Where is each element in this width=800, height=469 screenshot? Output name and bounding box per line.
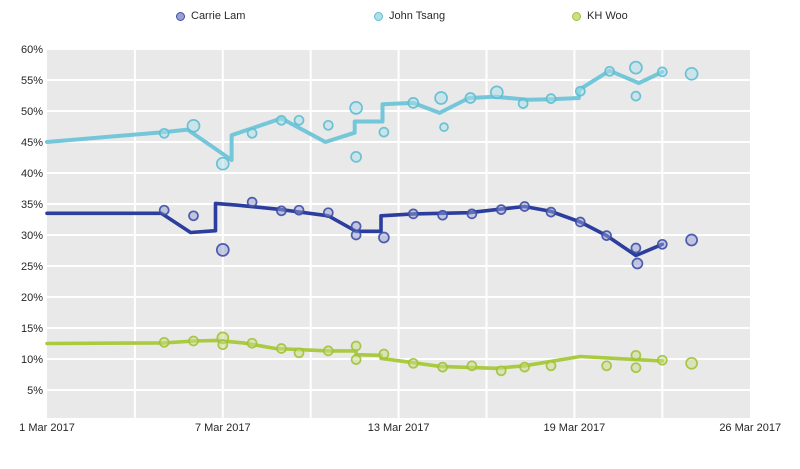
- poll-point-kh-woo[interactable]: [407, 357, 419, 369]
- poll-point-carrie-lam[interactable]: [276, 205, 287, 217]
- poll-point-john-tsang[interactable]: [407, 97, 420, 109]
- poll-point-john-tsang[interactable]: [434, 91, 448, 105]
- poll-point-john-tsang[interactable]: [158, 127, 170, 139]
- poll-point-carrie-lam[interactable]: [378, 231, 390, 244]
- legend-item-kh-woo[interactable]: KH Woo: [572, 9, 628, 23]
- x-axis-tick-label: 26 Mar 2017: [719, 422, 781, 434]
- poll-point-john-tsang[interactable]: [517, 98, 529, 109]
- poll-point-john-tsang[interactable]: [439, 122, 449, 132]
- poll-point-john-tsang[interactable]: [684, 66, 699, 81]
- poll-point-carrie-lam[interactable]: [407, 208, 419, 220]
- poll-point-carrie-lam[interactable]: [158, 204, 170, 216]
- poll-point-kh-woo[interactable]: [630, 349, 642, 361]
- y-axis-tick-label: 10%: [21, 354, 43, 366]
- poll-point-john-tsang[interactable]: [246, 127, 258, 139]
- poll-point-john-tsang[interactable]: [574, 85, 586, 97]
- poll-point-carrie-lam[interactable]: [437, 209, 448, 221]
- y-axis-tick-label: 15%: [21, 323, 43, 335]
- poll-point-kh-woo[interactable]: [630, 362, 642, 374]
- y-axis-tick-label: 20%: [21, 292, 43, 304]
- y-axis-tick-label: 25%: [21, 261, 43, 273]
- poll-point-kh-woo[interactable]: [188, 335, 199, 347]
- poll-point-john-tsang[interactable]: [656, 66, 668, 78]
- y-axis-tick-label: 55%: [21, 75, 43, 87]
- y-axis-tick-label: 40%: [21, 168, 43, 180]
- poll-point-kh-woo[interactable]: [656, 354, 668, 366]
- x-axis-tick-label: 7 Mar 2017: [195, 422, 251, 434]
- poll-point-carrie-lam[interactable]: [631, 257, 644, 270]
- poll-point-carrie-lam[interactable]: [545, 206, 557, 218]
- poll-point-carrie-lam[interactable]: [656, 238, 668, 250]
- poll-point-carrie-lam[interactable]: [293, 204, 305, 216]
- y-axis-tick-label: 50%: [21, 106, 43, 118]
- x-axis-tick-label: 13 Mar 2017: [368, 422, 430, 434]
- poll-point-carrie-lam[interactable]: [601, 230, 612, 241]
- legend-label-carrie-lam: Carrie Lam: [191, 10, 246, 22]
- poll-point-john-tsang[interactable]: [215, 156, 230, 171]
- poll-point-john-tsang[interactable]: [629, 60, 643, 75]
- poll-point-john-tsang[interactable]: [378, 126, 390, 138]
- poll-point-kh-woo[interactable]: [217, 339, 229, 351]
- poll-point-kh-woo[interactable]: [601, 360, 612, 372]
- poll-point-carrie-lam[interactable]: [246, 196, 258, 208]
- legend-label-john-tsang: John Tsang: [389, 10, 446, 22]
- poll-point-kh-woo[interactable]: [378, 348, 390, 360]
- poll-point-kh-woo[interactable]: [293, 347, 305, 359]
- y-axis-tick-label: 45%: [21, 137, 43, 149]
- poll-point-carrie-lam[interactable]: [350, 220, 362, 232]
- john-tsang-marker-icon: [374, 11, 383, 21]
- poll-point-john-tsang[interactable]: [349, 101, 363, 115]
- poll-point-carrie-lam[interactable]: [495, 204, 507, 215]
- legend-item-john-tsang[interactable]: John Tsang: [374, 9, 445, 23]
- poll-point-kh-woo[interactable]: [685, 356, 698, 370]
- legend-item-carrie-lam[interactable]: Carrie Lam: [176, 9, 245, 23]
- carrie-lam-marker-icon: [176, 11, 185, 21]
- poll-point-kh-woo[interactable]: [322, 345, 334, 357]
- poll-point-carrie-lam[interactable]: [630, 242, 642, 254]
- poll-point-carrie-lam[interactable]: [519, 201, 530, 212]
- poll-point-kh-woo[interactable]: [350, 354, 362, 365]
- poll-point-kh-woo[interactable]: [276, 343, 287, 354]
- legend-label-kh-woo: KH Woo: [587, 10, 628, 22]
- poll-point-john-tsang[interactable]: [276, 114, 287, 126]
- poll-point-kh-woo[interactable]: [519, 361, 530, 373]
- poll-point-john-tsang[interactable]: [464, 92, 477, 104]
- poll-point-kh-woo[interactable]: [437, 361, 448, 373]
- kh-woo-marker-icon: [572, 11, 581, 21]
- y-axis-tick-label: 60%: [21, 44, 43, 56]
- x-axis-tick-label: 1 Mar 2017: [19, 422, 75, 434]
- y-axis-tick-label: 30%: [21, 230, 43, 242]
- poll-point-kh-woo[interactable]: [466, 360, 478, 372]
- poll-point-carrie-lam[interactable]: [466, 208, 478, 220]
- poll-point-john-tsang[interactable]: [545, 93, 557, 104]
- poll-point-john-tsang[interactable]: [322, 119, 334, 131]
- poll-point-john-tsang[interactable]: [630, 90, 642, 102]
- poll-point-john-tsang[interactable]: [604, 65, 615, 77]
- trend-line-kh-woo: [45, 338, 665, 371]
- poll-point-john-tsang[interactable]: [350, 151, 362, 163]
- poll-point-carrie-lam[interactable]: [350, 229, 362, 241]
- poll-point-carrie-lam[interactable]: [322, 207, 334, 219]
- x-axis-tick-label: 19 Mar 2017: [544, 422, 606, 434]
- poll-point-john-tsang[interactable]: [186, 119, 201, 133]
- y-axis-tick-label: 5%: [27, 385, 43, 397]
- poll-point-john-tsang[interactable]: [293, 114, 305, 126]
- poll-point-carrie-lam[interactable]: [685, 233, 698, 247]
- y-axis-tick-label: 35%: [21, 199, 43, 211]
- poll-point-john-tsang[interactable]: [489, 85, 504, 100]
- poll-point-kh-woo[interactable]: [495, 365, 507, 377]
- poll-point-carrie-lam[interactable]: [215, 243, 230, 257]
- poll-point-carrie-lam[interactable]: [188, 210, 199, 222]
- poll-point-carrie-lam[interactable]: [574, 216, 586, 228]
- poll-point-kh-woo[interactable]: [158, 336, 170, 348]
- poll-point-kh-woo[interactable]: [350, 340, 362, 352]
- poll-point-kh-woo[interactable]: [545, 360, 557, 372]
- poll-point-kh-woo[interactable]: [246, 337, 258, 349]
